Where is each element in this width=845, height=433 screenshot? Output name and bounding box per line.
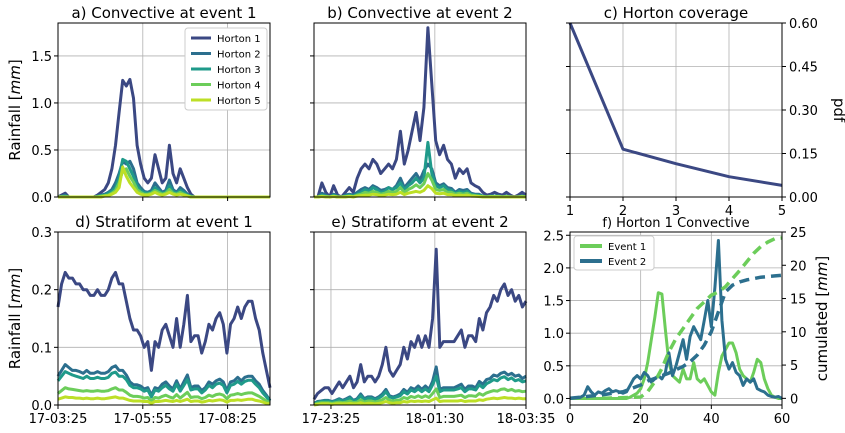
x-tick-label: 18-01:30	[405, 412, 464, 427]
x-tick-label: 40	[703, 412, 720, 427]
y-tick-label: 0.1	[31, 341, 52, 356]
axes-frame	[57, 231, 271, 406]
y-axis-label: Rainfall [mm]	[6, 59, 24, 160]
y-tick-label: 0.2	[31, 284, 52, 299]
series-line-horton-1	[56, 270, 272, 389]
x-tick-label: 4	[725, 204, 733, 219]
x-tick-label: 17-23:25	[302, 412, 361, 427]
series-line-c-0	[568, 22, 783, 187]
y-tick-label: 1.5	[543, 295, 564, 310]
x-tick-label: 17-08:25	[198, 412, 257, 427]
y-tick-label: 2.5	[543, 229, 564, 244]
panel-f: 0.0 0.5 1.0 1.5 2.0 2.5 0 5 10 15 20 25 0 20 40 60 f) Ho…	[543, 216, 831, 427]
y-right-tick-label: 20	[790, 259, 807, 274]
x-tick-label: 5	[778, 204, 786, 219]
panel-title: b) Convective at event 2	[327, 4, 512, 22]
y-right-tick-label: 5	[790, 359, 798, 374]
y-tick-label: 0.5	[31, 144, 52, 159]
series-line-horton-2	[56, 363, 272, 402]
legend-label: Horton 3	[217, 65, 261, 76]
legend-label: Event 2	[608, 257, 646, 268]
panel-a: 0.0 0.5 1.0 1.5 a) Convective at event 1 Rain…	[6, 4, 271, 206]
panel-title: e) Stratiform at event 2	[331, 213, 508, 231]
series-line-event-2	[570, 239, 783, 400]
y-tick-label: 0.0	[543, 392, 564, 407]
x-tick-label: 3	[672, 204, 680, 219]
y-tick-label: 0.0	[31, 191, 52, 206]
series-line-horton-3	[56, 370, 272, 402]
y-tick-label: 0.0	[31, 399, 52, 414]
y-axis-label: pdf	[830, 98, 845, 123]
plot-area	[314, 23, 526, 197]
y-right-tick-label: 0	[790, 392, 798, 407]
y-tick-label: 0.15	[789, 148, 818, 163]
series-line-event-1-cumulated	[570, 236, 783, 401]
series-line-horton-4	[313, 387, 527, 406]
y-right-axis-label: cumulated [mm]	[813, 256, 831, 382]
x-tick-label: 60	[774, 412, 791, 427]
legend-box	[184, 27, 268, 111]
panel-title: c) Horton coverage	[604, 4, 748, 22]
panel-title: f) Horton 1 Convective	[602, 216, 749, 231]
legend-label: Event 1	[608, 242, 646, 253]
y-axis-label: Rainfall [mm]	[6, 268, 24, 369]
y-right-tick-label: 15	[790, 293, 807, 308]
y-right-tick-label: 25	[790, 226, 807, 241]
y-tick-label: 1.0	[31, 97, 52, 112]
x-tick-label: 18-03:35	[497, 412, 556, 427]
axes-frame	[569, 231, 783, 406]
x-tick-label: 20	[632, 412, 649, 427]
axes-frame	[57, 22, 271, 198]
series-line-horton-3	[313, 374, 527, 406]
series-line-horton-5	[57, 395, 271, 406]
x-tick-label: 17-05:55	[113, 412, 172, 427]
y-tick-label: 0.5	[543, 360, 564, 375]
series-line-horton-1	[314, 26, 527, 199]
series-line-event-2-cumulated	[569, 273, 783, 401]
panel-d: 0.0 0.1 0.2 0.3 17-03:25 17-05:55 17-08:25 d) S…	[6, 213, 272, 427]
x-tick-label: 1	[566, 204, 574, 219]
panel-e: 17-23:25 18-01:30 18-03:35 e) Stratiform at…	[302, 213, 556, 427]
x-tick-label: 17-03:25	[29, 412, 88, 427]
series-line-horton-4	[57, 386, 271, 405]
legend-label: Horton 4	[217, 81, 261, 92]
panel-title: a) Convective at event 1	[71, 4, 256, 22]
legend: Event 1 Event 2	[573, 235, 655, 271]
y-tick-label: 2.0	[543, 262, 564, 277]
panel-b: b) Convective at event 2	[310, 4, 527, 201]
panel-c: 0.00 0.15 0.30 0.45 0.60 1 2 3 4 5 c) Horton cover…	[566, 4, 845, 219]
series-line-horton-1	[312, 247, 528, 401]
series-line-horton-5	[313, 396, 526, 407]
y-tick-label: 1.0	[543, 327, 564, 342]
axes-frame	[313, 231, 527, 406]
y-tick-label: 0.3	[31, 226, 52, 241]
x-tick-label: 0	[566, 412, 574, 427]
y-tick-label: 0.00	[789, 191, 818, 206]
y-tick-label: 1.5	[31, 50, 52, 65]
y-tick-label: 0.45	[789, 61, 818, 76]
legend-label: Horton 1	[217, 34, 261, 45]
legend-label: Horton 2	[217, 50, 261, 61]
legend: Horton 1 Horton 2 Horton 3 Horton 4 Horton 5	[184, 27, 268, 111]
y-right-tick-label: 10	[790, 326, 807, 341]
axes-frame	[313, 22, 527, 198]
y-tick-label: 0.60	[789, 17, 818, 32]
legend-label: Horton 5	[217, 96, 261, 107]
panel-title: d) Stratiform at event 1	[75, 213, 253, 231]
y-tick-label: 0.30	[789, 104, 818, 119]
x-tick-label: 2	[619, 204, 627, 219]
